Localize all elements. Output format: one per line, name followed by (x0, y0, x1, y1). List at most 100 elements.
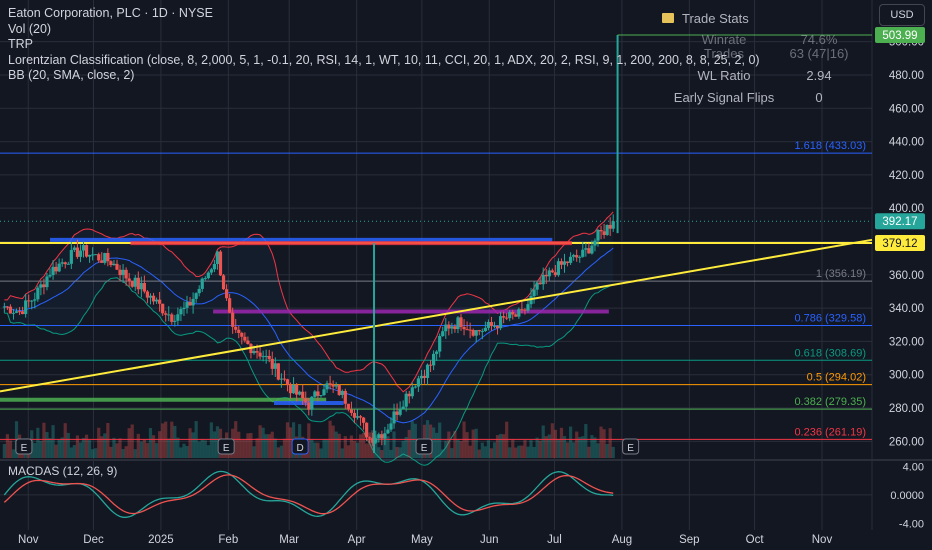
volume-bar (243, 439, 247, 458)
candle-body (273, 363, 277, 369)
volume-bar (288, 427, 293, 458)
volume-bar (258, 425, 262, 458)
candle-body (319, 395, 323, 397)
bb-lower-line (4, 277, 614, 466)
symbol-title[interactable]: Eaton Corporation, PLC · 1D · NYSE (8, 6, 213, 20)
candle-body (291, 384, 296, 394)
volume-bar (261, 427, 265, 458)
indicator-volume[interactable]: Vol (20) (8, 21, 52, 36)
candle-body (556, 261, 561, 276)
volume-bar (11, 449, 16, 458)
volume-bar (492, 442, 497, 458)
candle-body (158, 299, 162, 304)
fib-label: 0.786 (329.58) (794, 312, 866, 324)
candle-body (48, 274, 52, 277)
candle-body (5, 306, 9, 308)
candle-body (221, 275, 226, 290)
candle-body (459, 317, 463, 327)
volume-bar (215, 426, 220, 458)
stat-value: 0 (815, 89, 823, 105)
candle-body (474, 330, 478, 336)
volume-bar (252, 446, 256, 458)
volume-bar (599, 426, 603, 458)
price-tick-label: 440.00 (889, 137, 924, 149)
volume-bar (602, 429, 606, 458)
volume-bar (42, 422, 46, 458)
volume-bar (581, 436, 585, 458)
indicator-trp[interactable]: TRP (8, 37, 33, 51)
candle-body (575, 255, 579, 258)
volume-bar (374, 435, 378, 458)
volume-bar (355, 442, 360, 458)
volume-bar (57, 439, 61, 458)
candle-body (413, 386, 417, 388)
volume-bar (63, 423, 67, 458)
volume-bar (526, 446, 530, 458)
volume-bar (358, 434, 363, 458)
candle-body (374, 438, 378, 443)
time-tick-label: Aug (612, 534, 632, 546)
candle-body (237, 329, 241, 333)
fib-label: 0.5 (294.02) (807, 372, 866, 384)
candle-body (161, 303, 165, 314)
volume-bar (562, 436, 567, 458)
candle-body (255, 351, 259, 353)
volume-bar (520, 445, 524, 458)
candle-body (218, 251, 223, 276)
event-label: E (627, 443, 634, 454)
pencil-icon (662, 13, 674, 23)
volume-bar (438, 422, 442, 458)
volume-bar (474, 428, 478, 458)
candle-body (553, 272, 557, 276)
volume-bar (133, 449, 137, 458)
indicator-lorentzian[interactable]: Lorentzian Classification (close, 8, 2,0… (8, 52, 760, 67)
candle-body (240, 332, 244, 337)
volume-bar (124, 446, 128, 458)
macd-legend[interactable]: MACDAS (12, 26, 9) (8, 464, 118, 478)
volume-bar (8, 440, 13, 458)
time-tick-label: Apr (348, 534, 366, 546)
candle-body (130, 280, 134, 287)
candle-body (164, 313, 168, 315)
time-tick-label: Sep (679, 534, 699, 546)
volume-bar (453, 431, 457, 458)
candle-body (209, 269, 213, 273)
candle-body (45, 276, 49, 288)
candle-body (368, 437, 372, 439)
candle-body (151, 295, 156, 302)
volume-bar (237, 431, 241, 458)
candle-body (127, 278, 131, 281)
volume-bar (477, 449, 481, 458)
volume-bar (559, 427, 564, 458)
volume-bar (270, 431, 274, 458)
volume-bar (209, 422, 213, 458)
price-tick-label: 340.00 (889, 303, 924, 315)
fib-label: 0.236 (261.19) (794, 426, 866, 438)
event-label: E (21, 443, 28, 454)
volume-bar (264, 434, 268, 458)
candle-body (142, 283, 146, 292)
price-tick-label: 400.00 (889, 203, 924, 215)
candle-body (106, 253, 110, 262)
candle-body (483, 327, 487, 332)
macd-line (3, 470, 614, 518)
price-tag (875, 213, 925, 230)
volume-bar (377, 447, 381, 458)
candle-body (84, 245, 89, 257)
candle-body (60, 262, 64, 264)
candle-body (188, 302, 192, 306)
price-tick-label: 260.00 (889, 436, 924, 448)
macd-tick-label: 0.0000 (890, 490, 924, 502)
fib-label: 0.618 (308.69) (794, 347, 866, 359)
indicator-bb[interactable]: BB (20, SMA, close, 2) (8, 68, 135, 82)
volume-bar (468, 445, 472, 458)
volume-bar (498, 434, 503, 458)
currency-button[interactable]: USD (879, 4, 925, 26)
trendline (0, 238, 873, 393)
candle-body (136, 277, 140, 290)
price-tag-label: 379.12 (882, 238, 917, 250)
candle-body (432, 353, 436, 366)
volume-bar (158, 431, 162, 458)
price-tick-label: 280.00 (889, 403, 924, 415)
